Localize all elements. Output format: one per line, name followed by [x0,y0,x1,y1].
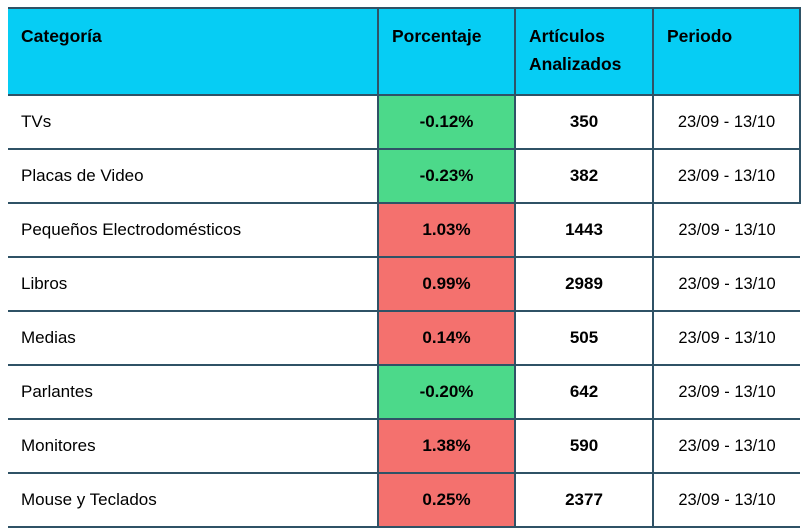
percent-cell: -0.23% [377,148,515,204]
table-row: Parlantes -0.20% 642 23/09 - 13/10 [8,364,800,420]
articles-cell: 2377 [514,472,653,528]
percent-cell: 1.03% [377,202,515,258]
percent-cell: 0.14% [377,310,515,366]
percent-cell: -0.20% [377,364,515,420]
column-header-percent: Porcentaje [377,7,515,96]
category-cell: Placas de Video [8,148,378,204]
table-row: TVs -0.12% 350 23/09 - 13/10 [8,94,801,150]
period-cell: 23/09 - 13/10 [652,364,800,420]
articles-cell: 2989 [514,256,653,312]
period-cell: 23/09 - 13/10 [652,418,800,474]
articles-cell: 642 [514,364,653,420]
category-cell: Monitores [8,418,378,474]
table-row: Medias 0.14% 505 23/09 - 13/10 [8,310,800,366]
period-cell: 23/09 - 13/10 [652,94,801,150]
percent-cell: -0.12% [377,94,515,150]
table-row: Monitores 1.38% 590 23/09 - 13/10 [8,418,800,474]
category-cell: Libros [8,256,378,312]
price-change-table: Categoría Porcentaje Artículos Analizado… [8,7,801,528]
category-cell: Pequeños Electrodomésticos [8,202,378,258]
percent-cell: 0.99% [377,256,515,312]
period-cell: 23/09 - 13/10 [652,310,800,366]
period-cell: 23/09 - 13/10 [652,148,801,204]
category-cell: Medias [8,310,378,366]
articles-cell: 382 [514,148,653,204]
table-row: Mouse y Teclados 0.25% 2377 23/09 - 13/1… [8,472,800,528]
column-header-articles: Artículos Analizados [514,7,653,96]
table-row: Libros 0.99% 2989 23/09 - 13/10 [8,256,800,312]
table-row: Pequeños Electrodomésticos 1.03% 1443 23… [8,202,800,258]
category-cell: Mouse y Teclados [8,472,378,528]
column-header-category: Categoría [8,7,378,96]
column-header-period: Periodo [652,7,801,96]
period-cell: 23/09 - 13/10 [652,472,800,528]
percent-cell: 0.25% [377,472,515,528]
category-cell: Parlantes [8,364,378,420]
period-cell: 23/09 - 13/10 [652,256,800,312]
articles-cell: 350 [514,94,653,150]
table-header-row: Categoría Porcentaje Artículos Analizado… [8,7,801,96]
articles-cell: 590 [514,418,653,474]
period-cell: 23/09 - 13/10 [652,202,800,258]
articles-cell: 505 [514,310,653,366]
articles-cell: 1443 [514,202,653,258]
table-row: Placas de Video -0.23% 382 23/09 - 13/10 [8,148,801,204]
percent-cell: 1.38% [377,418,515,474]
category-cell: TVs [8,94,378,150]
